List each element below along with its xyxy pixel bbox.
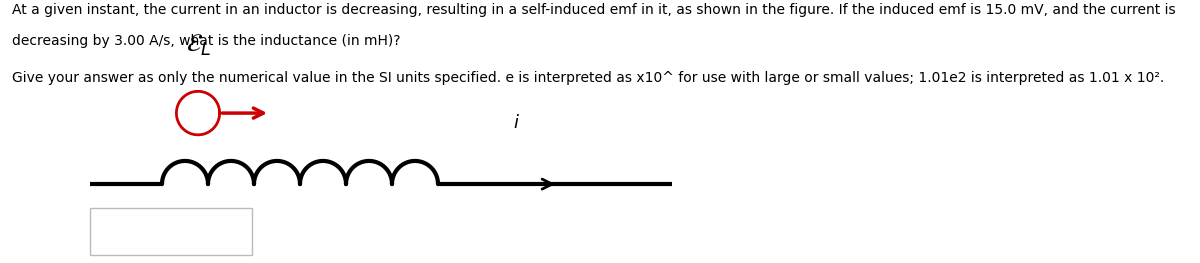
Text: decreasing by 3.00 A/s, what is the inductance (in mH)?: decreasing by 3.00 A/s, what is the indu… bbox=[12, 34, 401, 48]
Text: $i$: $i$ bbox=[512, 114, 520, 132]
Text: Give your answer as only the numerical value in the SI units specified. e is int: Give your answer as only the numerical v… bbox=[12, 71, 1164, 85]
Text: $\mathcal{E}_L$: $\mathcal{E}_L$ bbox=[186, 33, 211, 58]
Text: At a given instant, the current in an inductor is decreasing, resulting in a sel: At a given instant, the current in an in… bbox=[12, 3, 1176, 17]
FancyBboxPatch shape bbox=[90, 208, 252, 255]
